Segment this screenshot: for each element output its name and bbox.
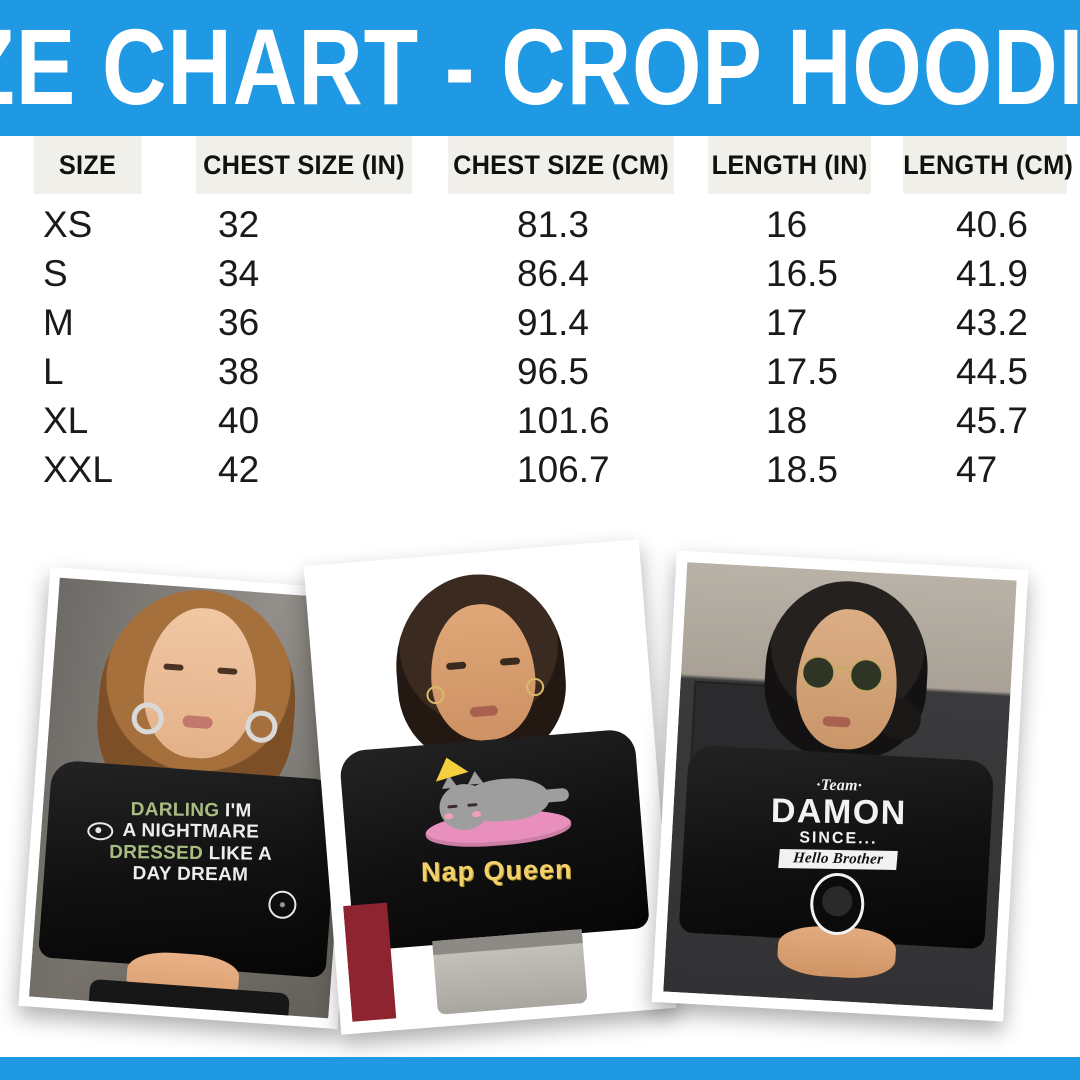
cell-chest-cm: 101.6 bbox=[517, 399, 610, 441]
cell-length-cm: 47 bbox=[956, 448, 998, 490]
column-header-chest-in: CHEST SIZE (IN) bbox=[175, 136, 427, 194]
cell-length-in: 17.5 bbox=[766, 350, 839, 392]
header-bar: SIZE CHART - CROP HOODIES bbox=[0, 0, 1080, 136]
size-chart-table: SIZE CHEST SIZE (IN) CHEST SIZE (CM) LEN… bbox=[0, 136, 1080, 494]
table-row: L 38 96.5 17.5 44.5 bbox=[0, 347, 1080, 396]
column-header-length-in: LENGTH (IN) bbox=[689, 136, 884, 194]
cell-length-cm: 44.5 bbox=[956, 350, 1029, 392]
cell-size: S bbox=[43, 252, 68, 294]
hoodie-print-text: Nap Queen bbox=[396, 854, 597, 888]
table-row: XXL 42 106.7 18.5 47 bbox=[0, 445, 1080, 494]
cell-length-cm: 45.7 bbox=[956, 399, 1029, 441]
cell-chest-cm: 106.7 bbox=[517, 448, 610, 490]
cell-size: XXL bbox=[43, 448, 113, 490]
model-mouth bbox=[822, 715, 851, 728]
column-header-length-in-label: LENGTH (IN) bbox=[708, 136, 871, 194]
print-line-2: A NIGHTMARE bbox=[122, 820, 260, 843]
cell-size: L bbox=[43, 350, 64, 392]
column-header-length-cm-label: LENGTH (CM) bbox=[903, 136, 1073, 194]
column-header-size-label: SIZE bbox=[33, 136, 142, 194]
cat-graphic bbox=[410, 752, 581, 858]
print-banner-label: Hello Brother bbox=[778, 849, 898, 871]
cell-size: XS bbox=[43, 203, 93, 245]
column-header-chest-cm: CHEST SIZE (CM) bbox=[427, 136, 689, 194]
print-line-4: DAY DREAM bbox=[132, 862, 249, 886]
print-line-3: DRESSED LIKE A bbox=[109, 841, 273, 865]
print-name-label: DAMON bbox=[770, 791, 908, 833]
cat-tail bbox=[538, 787, 570, 804]
cell-length-in: 18.5 bbox=[766, 448, 839, 490]
cell-size: M bbox=[43, 301, 74, 343]
nap-queen-label: Nap Queen bbox=[420, 854, 573, 888]
column-header-chest-in-label: CHEST SIZE (IN) bbox=[195, 136, 413, 194]
column-header-length-cm: LENGTH (CM) bbox=[884, 136, 1080, 194]
cell-chest-in: 34 bbox=[218, 252, 260, 294]
crest-emblem-icon bbox=[809, 872, 865, 936]
hoodie-print-text: DARLING I'M A NIGHTMARE DRESSED LIKE A D… bbox=[82, 799, 299, 887]
page-title: SIZE CHART - CROP HOODIES bbox=[0, 7, 1080, 128]
model-figure: ·Team· DAMON SINCE... Hello Brother bbox=[663, 562, 1016, 1010]
model-figure: Nap Queen bbox=[317, 552, 664, 1022]
cell-length-in: 16.5 bbox=[766, 252, 839, 294]
sunglasses-bridge bbox=[835, 666, 848, 671]
table-row: S 34 86.4 16.5 41.9 bbox=[0, 249, 1080, 298]
cell-length-cm: 40.6 bbox=[956, 203, 1029, 245]
product-photo-middle[interactable]: Nap Queen bbox=[303, 539, 677, 1035]
table-row: XL 40 101.6 18 45.7 bbox=[0, 396, 1080, 445]
cell-length-cm: 41.9 bbox=[956, 252, 1029, 294]
cell-chest-in: 36 bbox=[218, 301, 260, 343]
product-photo-right-image: ·Team· DAMON SINCE... Hello Brother bbox=[663, 562, 1017, 1010]
table-body: XS 32 81.3 16 40.6 S 34 86.4 16.5 41.9 M… bbox=[0, 194, 1080, 494]
table-header-row: SIZE CHEST SIZE (IN) CHEST SIZE (CM) LEN… bbox=[0, 136, 1080, 194]
column-header-chest-cm-label: CHEST SIZE (CM) bbox=[448, 136, 674, 194]
cell-size: XL bbox=[43, 399, 89, 441]
table-row: M 36 91.4 17 43.2 bbox=[0, 298, 1080, 347]
cell-length-in: 18 bbox=[766, 399, 808, 441]
cell-length-in: 16 bbox=[766, 203, 808, 245]
cell-length-cm: 43.2 bbox=[956, 301, 1029, 343]
product-photo-middle-image: Nap Queen bbox=[317, 552, 664, 1022]
product-photo-strip: DARLING I'M A NIGHTMARE DRESSED LIKE A D… bbox=[0, 539, 1080, 1057]
cell-chest-in: 32 bbox=[218, 203, 260, 245]
size-chart-table-wrapper: SIZE CHEST SIZE (IN) CHEST SIZE (CM) LEN… bbox=[0, 136, 1080, 546]
cell-chest-cm: 81.3 bbox=[517, 203, 590, 245]
eye-icon bbox=[87, 821, 114, 841]
table-header: SIZE CHEST SIZE (IN) CHEST SIZE (CM) LEN… bbox=[0, 136, 1080, 194]
cell-chest-cm: 91.4 bbox=[517, 301, 590, 343]
print-line-1: DARLING I'M bbox=[130, 799, 252, 822]
product-photo-right[interactable]: ·Team· DAMON SINCE... Hello Brother bbox=[651, 550, 1029, 1022]
cell-chest-cm: 86.4 bbox=[517, 252, 590, 294]
cell-chest-in: 38 bbox=[218, 350, 260, 392]
cell-length-in: 17 bbox=[766, 301, 808, 343]
cat-ear-right bbox=[466, 770, 484, 785]
model-mouth bbox=[182, 714, 213, 730]
column-header-size: SIZE bbox=[0, 136, 175, 194]
cell-chest-in: 42 bbox=[218, 448, 260, 490]
footer-bar bbox=[0, 1057, 1080, 1080]
cell-chest-in: 40 bbox=[218, 399, 260, 441]
cell-chest-cm: 96.5 bbox=[517, 350, 590, 392]
table-row: XS 32 81.3 16 40.6 bbox=[0, 194, 1080, 249]
hoodie-print-text: ·Team· DAMON SINCE... Hello Brother bbox=[748, 775, 929, 936]
